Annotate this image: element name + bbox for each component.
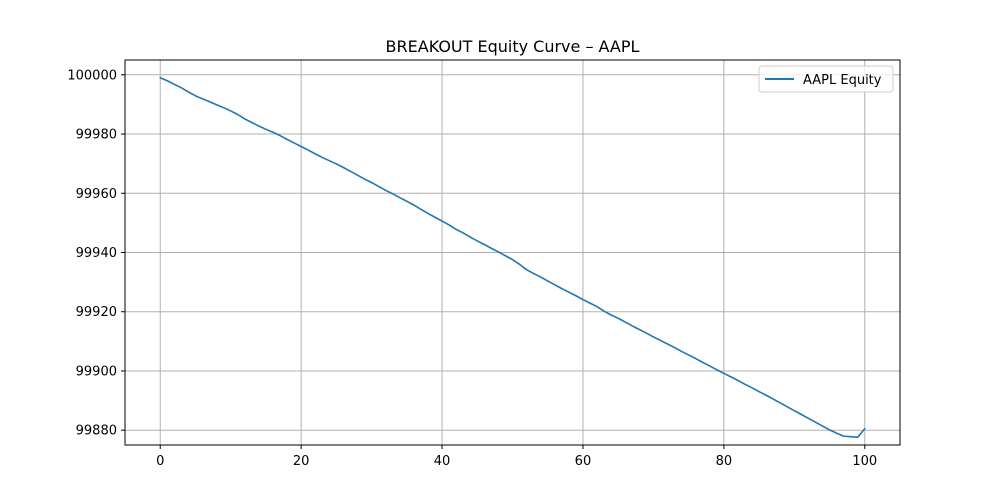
x-tick-label: 80 xyxy=(716,454,733,469)
legend-label-aapl-equity: AAPL Equity xyxy=(803,73,882,88)
x-tick-label: 100 xyxy=(852,454,877,469)
x-tick-label: 60 xyxy=(575,454,592,469)
series-layer xyxy=(159,76,866,439)
y-tick-label: 99900 xyxy=(76,364,117,379)
y-tick-label: 99920 xyxy=(76,305,117,320)
series-line-aapl-equity xyxy=(159,76,866,439)
y-tick-label: 99880 xyxy=(76,424,117,439)
chart-title: BREAKOUT Equity Curve – AAPL xyxy=(386,37,640,56)
x-tick-label: 20 xyxy=(293,454,310,469)
y-tick-label: 100000 xyxy=(67,68,117,83)
axis-ticks: 0 20 40 60 80 100 99880 99900 99920 99940 99960 999… xyxy=(67,68,877,469)
x-tick-label: 0 xyxy=(156,454,164,469)
y-tick-label: 99960 xyxy=(76,187,117,202)
y-tick-label: 99940 xyxy=(76,246,117,261)
legend-box xyxy=(758,65,894,93)
legend: AAPL Equity xyxy=(758,65,894,93)
x-tick-label: 40 xyxy=(434,454,451,469)
y-tick-label: 99980 xyxy=(76,128,117,143)
grid-lines xyxy=(125,60,900,445)
